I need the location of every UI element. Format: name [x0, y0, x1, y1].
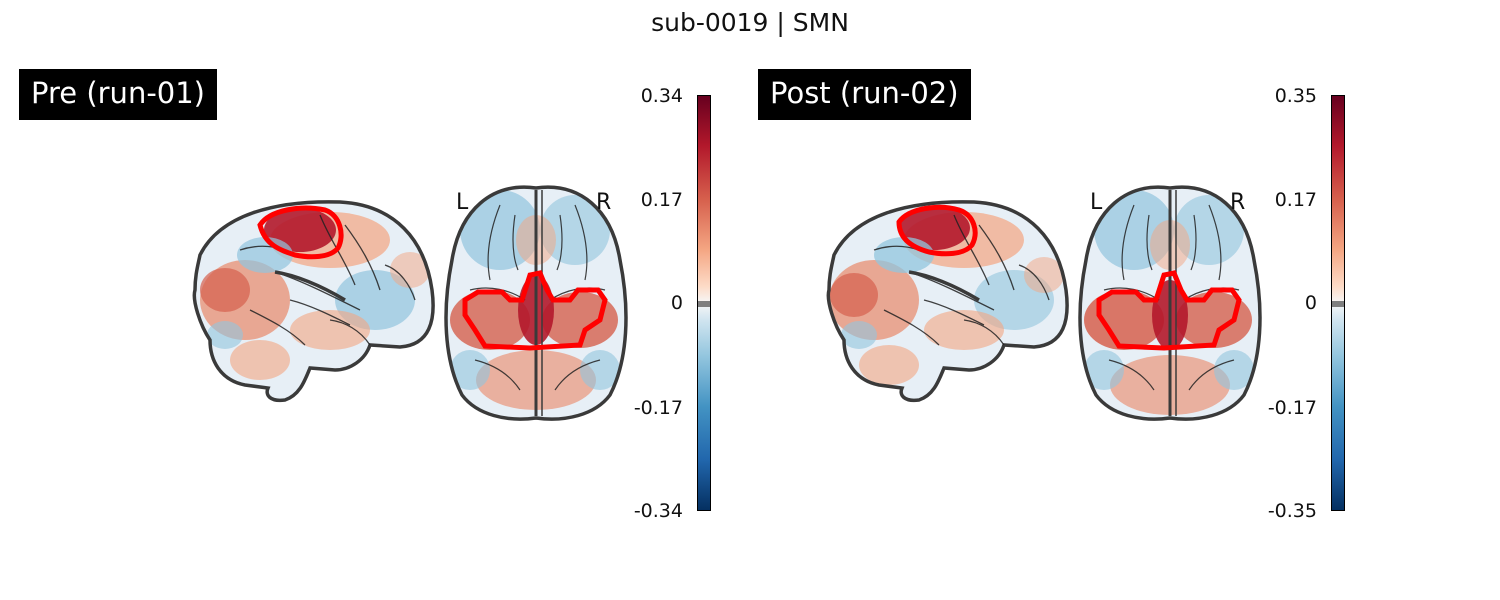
left-hemisphere-label: L: [1090, 190, 1103, 215]
colorbar-tick-upper: 0.17: [640, 189, 683, 211]
glass-brain-pre: [192, 185, 628, 421]
glass-brain-post: [826, 185, 1262, 421]
right-hemisphere-label: R: [1230, 190, 1246, 215]
colorbar-zero-band: [1332, 301, 1344, 307]
panel-pre: Pre (run-01): [19, 69, 711, 522]
colorbar-zero-band: [698, 301, 710, 307]
colorbar-tick-upper: 0.17: [1274, 189, 1317, 211]
left-hemisphere-label: L: [456, 190, 469, 215]
panel-label: Post (run-02): [758, 69, 971, 120]
sagittal-view: [194, 201, 434, 401]
panel-post: Post (run-02): [634, 0, 1384, 600]
colorbar-tick-lower: -0.17: [1267, 397, 1317, 419]
right-hemisphere-label: R: [596, 190, 612, 215]
colorbar: [1331, 95, 1345, 511]
colorbar-tick-zero: 0: [1304, 292, 1317, 314]
figure-title: sub-0019 | SMN: [651, 8, 849, 37]
colorbar-tick-min: -0.35: [1267, 500, 1317, 522]
colorbar-tick-max: 0.34: [640, 85, 683, 107]
panel-label: Pre (run-01): [19, 69, 217, 120]
colorbar-tick-min: -0.34: [633, 500, 683, 522]
colorbar-tick-lower: -0.17: [633, 397, 683, 419]
colorbar-tick-zero: 0: [670, 292, 683, 314]
colorbar: [697, 95, 711, 511]
colorbar-tick-max: 0.35: [1274, 85, 1317, 107]
